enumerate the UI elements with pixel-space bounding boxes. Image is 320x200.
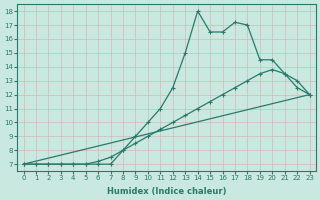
X-axis label: Humidex (Indice chaleur): Humidex (Indice chaleur)	[107, 187, 226, 196]
